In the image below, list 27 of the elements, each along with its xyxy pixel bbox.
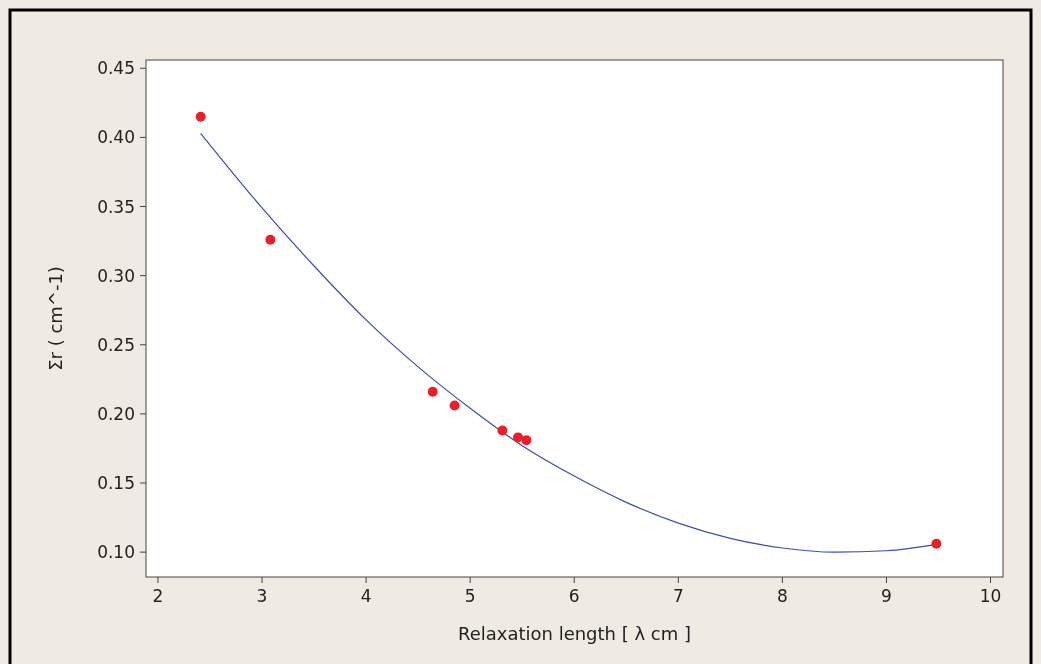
x-tick-label: 10 (979, 586, 1002, 606)
y-tick-label: 0.30 (97, 265, 135, 286)
y-tick-label: 0.40 (97, 127, 135, 148)
x-tick-label: 3 (256, 586, 268, 606)
point (195, 111, 206, 122)
point (449, 400, 460, 411)
x-tick-label: 4 (360, 586, 372, 606)
x-tick-label: 2 (152, 586, 164, 606)
y-tick-label: 0.15 (97, 473, 135, 493)
x-tick-label: 7 (672, 586, 684, 606)
y-tick-label: 0.35 (97, 196, 135, 217)
point (497, 425, 508, 436)
x-tick-label: 5 (464, 586, 476, 606)
point (427, 386, 438, 397)
y-tick-label: 0.45 (97, 58, 135, 79)
point (931, 538, 942, 549)
x-tick-label: 6 (568, 586, 580, 606)
point (265, 234, 276, 245)
point (513, 432, 524, 443)
x-axis-title: Relaxation length [ λ cm ] (457, 623, 692, 644)
y-tick-label: 0.25 (97, 334, 135, 355)
point (521, 435, 532, 446)
y-tick-label: 0.10 (97, 542, 135, 563)
y-axis-title: Σr ( cm^-1) (45, 266, 66, 371)
x-tick-label: 9 (881, 586, 892, 606)
x-tick-label: 8 (776, 586, 788, 606)
y-tick-label: 0.20 (97, 403, 135, 424)
